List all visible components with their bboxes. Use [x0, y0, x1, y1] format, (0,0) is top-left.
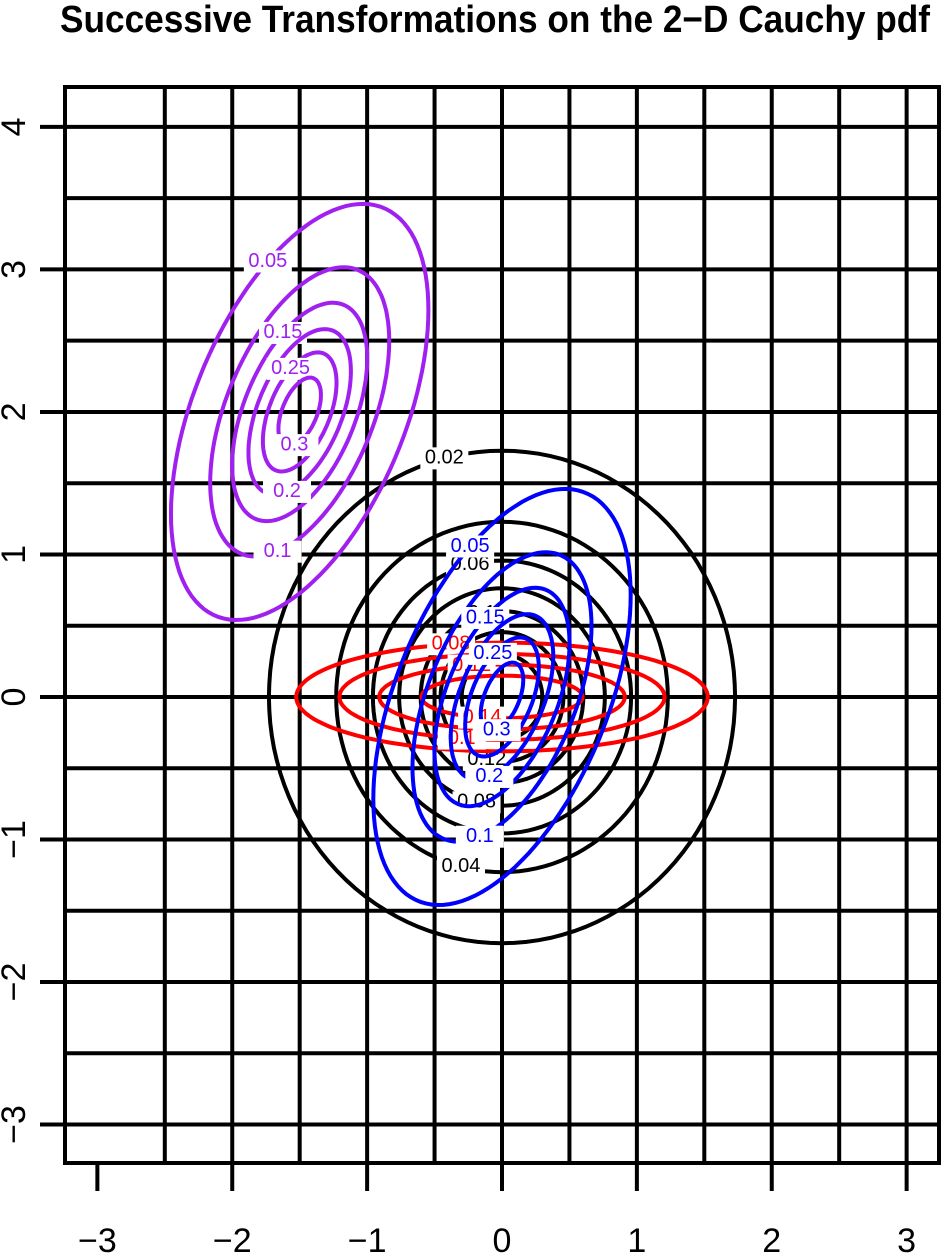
y-tick-label: −3	[0, 1105, 33, 1144]
y-tick-label: 4	[0, 117, 33, 136]
contour-line	[337, 651, 667, 742]
x-tick-label: −2	[213, 1222, 252, 1259]
contour-label-bg	[270, 434, 319, 457]
contour-line	[294, 640, 710, 754]
contour-label: 0.04	[442, 855, 481, 877]
chart-title: Successive Transformations on the 2−D Ca…	[60, 0, 930, 41]
contour-set: 0.05 0.1 0.15 0.2 0.25 0.3	[371, 486, 633, 908]
contour-label-bg	[258, 321, 307, 344]
contour-label: 0.15	[466, 606, 505, 628]
y-tick-label: 3	[0, 260, 33, 279]
contour-label: 0.2	[475, 765, 503, 787]
contour-line	[419, 673, 585, 721]
contour-label: 0.2	[273, 480, 301, 502]
y-tick-label: 0	[0, 688, 33, 707]
contour-line	[246, 327, 353, 497]
contour-label: 0.05	[248, 250, 287, 272]
contour-label-bg	[465, 765, 514, 788]
contour-line	[276, 375, 323, 449]
contour-label: 0.3	[281, 433, 309, 455]
contour-label-bg	[472, 719, 521, 742]
contour-label: 0.3	[483, 718, 511, 740]
contour-label-bg	[253, 540, 302, 563]
y-tick-label: −1	[0, 820, 33, 859]
contour-line	[432, 585, 572, 809]
contour-line	[370, 558, 634, 836]
contour-label-bg	[461, 606, 510, 629]
y-tick-label: −2	[0, 963, 33, 1002]
contour-label: 0.25	[271, 357, 310, 379]
contour-line	[266, 448, 738, 946]
x-tick-label: 1	[627, 1222, 646, 1259]
contour-label-bg	[455, 825, 504, 848]
x-tick-label: −1	[348, 1222, 387, 1259]
x-tick-label: −3	[78, 1222, 117, 1259]
contour-line	[410, 550, 594, 844]
contour-label-bg	[420, 447, 469, 470]
contour-label-bg	[468, 642, 517, 665]
y-tick-label: 2	[0, 402, 33, 421]
x-tick-label: 3	[897, 1222, 916, 1259]
contour-label-bg	[263, 480, 312, 503]
contour-label-bg	[436, 855, 485, 878]
contour-line	[459, 652, 545, 742]
contour-label: 0.02	[425, 447, 464, 469]
y-tick-label: 1	[0, 545, 33, 564]
contour-set: 0.05 0.1 0.15 0.2 0.25 0.3	[168, 201, 431, 623]
contour-label-bg	[243, 250, 292, 273]
contour-line	[438, 630, 566, 764]
contour-label: 0.1	[264, 540, 292, 562]
contour-label: 0.25	[473, 642, 512, 664]
contour-line	[371, 486, 633, 908]
contour-line	[377, 662, 627, 732]
contour-label: 0.15	[264, 321, 303, 343]
x-tick-label: 2	[762, 1222, 781, 1259]
contour-label: 0.1	[466, 825, 494, 847]
contour-label-bg	[266, 357, 315, 380]
contour-line	[448, 612, 556, 782]
contour-line	[334, 519, 670, 875]
contour-line	[168, 201, 431, 623]
contour-line	[230, 300, 370, 524]
contour-label: 0.05	[451, 535, 490, 557]
contour-label-bg	[446, 535, 495, 558]
contour-line	[208, 265, 392, 559]
contour-line	[478, 660, 526, 734]
contour-line	[397, 586, 607, 808]
x-tick-label: 0	[493, 1222, 512, 1259]
